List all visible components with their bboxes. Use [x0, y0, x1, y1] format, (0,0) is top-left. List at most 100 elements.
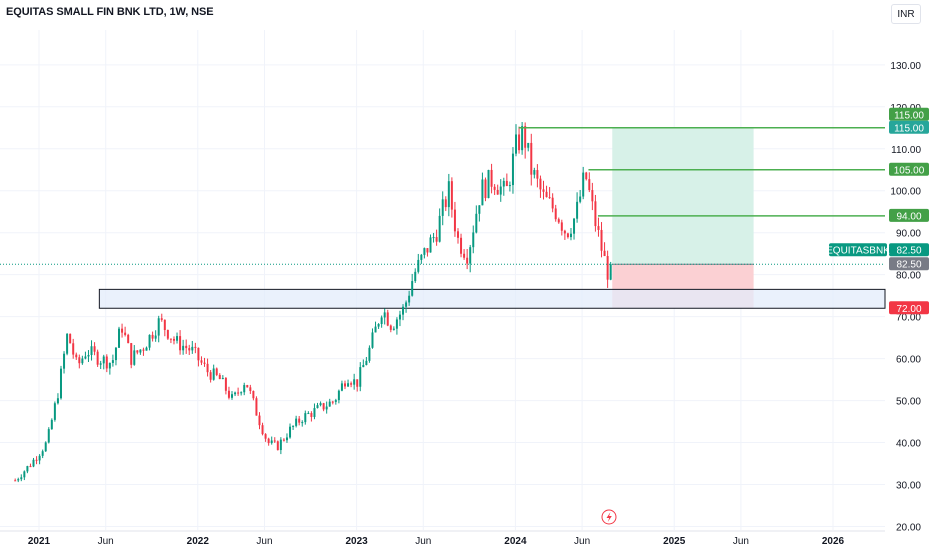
candle-body [105, 356, 108, 369]
candle [188, 344, 191, 355]
candle [511, 147, 514, 194]
candle-body [169, 338, 172, 340]
candle-body [582, 172, 585, 197]
candle [139, 349, 142, 355]
candle [279, 437, 282, 455]
candle [121, 323, 124, 338]
candle-body [453, 209, 456, 232]
x-tick-label: 2022 [187, 536, 210, 547]
candle-body [408, 295, 411, 303]
candle-body [515, 134, 518, 154]
candle [111, 354, 114, 367]
candle-body [78, 357, 81, 364]
candle-body [463, 253, 466, 258]
candle [221, 375, 224, 380]
candle [234, 391, 237, 397]
candle [38, 454, 41, 465]
candle [395, 317, 398, 335]
candle-body [435, 237, 438, 242]
candle [450, 177, 453, 218]
candle [484, 177, 487, 202]
candle [301, 420, 304, 427]
last-price-tag-text: 82.50 [896, 246, 921, 257]
candle-body [255, 398, 258, 416]
candle [267, 437, 270, 446]
target-tag-text: 115.00 [894, 110, 924, 121]
x-tick-label: Jun [415, 536, 431, 547]
candle [203, 357, 206, 367]
candle-body [405, 302, 408, 307]
candle [456, 228, 459, 244]
y-tick-label: 30.00 [896, 481, 921, 492]
candle [29, 463, 32, 468]
candle [515, 124, 518, 157]
candle-body [227, 390, 230, 398]
candle [53, 401, 56, 422]
candle [154, 330, 157, 342]
candle-body [279, 439, 282, 451]
candle-body [505, 180, 508, 187]
candle [66, 333, 69, 356]
candle-body [237, 392, 240, 394]
currency-button[interactable]: INR [891, 4, 921, 24]
candle-body [234, 392, 237, 395]
candle [365, 356, 368, 366]
candle [59, 365, 62, 400]
candle-body [347, 383, 350, 387]
symbol-tag: EQUITASBNK [826, 243, 890, 257]
candle-body [264, 434, 267, 439]
candle-body [423, 248, 426, 255]
candle [597, 217, 600, 237]
target-tag-bg [889, 107, 929, 121]
candle [475, 205, 478, 234]
candle [371, 328, 374, 349]
candle-body [292, 425, 295, 427]
candle-body [26, 466, 29, 472]
candle [569, 228, 572, 241]
candle [380, 315, 383, 328]
candle-body [66, 333, 69, 354]
candle [96, 349, 99, 367]
candle-body [328, 401, 331, 407]
candle-body [576, 201, 579, 219]
candle-body [380, 317, 383, 325]
candle [69, 333, 72, 344]
candle-body [389, 325, 392, 330]
symbol-tag-text: EQUITASBNK [826, 246, 890, 257]
candle [579, 189, 582, 204]
candle-body [496, 189, 499, 195]
candle-body [554, 208, 557, 220]
candle [398, 310, 401, 327]
candle [582, 166, 585, 200]
candle-body [185, 345, 188, 349]
candle-body [524, 126, 527, 148]
last-price-tag: 82.50 [889, 243, 929, 257]
candle [435, 229, 438, 246]
candle-body [41, 451, 44, 456]
candle-body [194, 346, 197, 348]
candle [114, 346, 117, 366]
candle-body [530, 142, 533, 175]
y-tick-label: 90.00 [896, 229, 921, 240]
candle-body [487, 169, 490, 199]
candle-body [99, 363, 102, 365]
candle-body [38, 455, 41, 461]
candle [383, 308, 386, 325]
candle-body [597, 226, 600, 230]
candle-body [72, 343, 75, 355]
events-marker[interactable] [601, 509, 617, 525]
candle [600, 222, 603, 258]
candle [289, 423, 292, 439]
target-price-tag-text: 115.00 [894, 123, 924, 134]
candle-body [456, 231, 459, 238]
candle-body [249, 387, 252, 391]
candle-body [518, 134, 521, 151]
candle-body [243, 385, 246, 393]
candle [420, 253, 423, 264]
candle [334, 398, 337, 405]
candle [463, 249, 466, 260]
candle [78, 354, 81, 369]
candle [362, 359, 365, 368]
candle [481, 172, 484, 206]
